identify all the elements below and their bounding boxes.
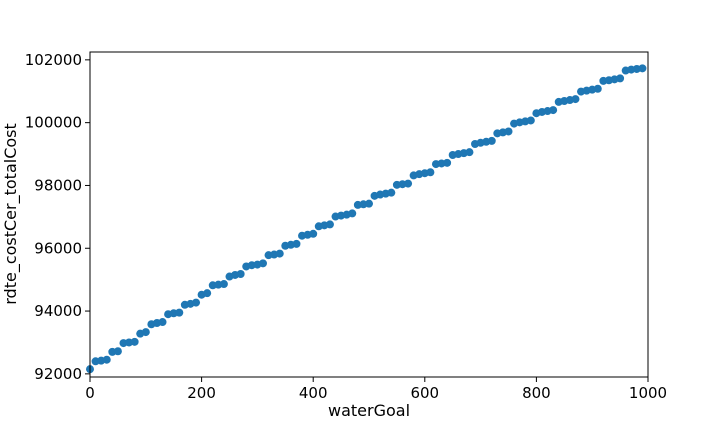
x-tick-label: 200 — [187, 384, 216, 402]
x-tick-label: 400 — [299, 384, 328, 402]
data-point — [504, 127, 513, 136]
data-point — [113, 347, 122, 356]
data-point — [175, 308, 184, 317]
y-tick-label: 100000 — [25, 114, 82, 132]
x-axis-ticks: 0 200 400 600 800 1000 — [85, 377, 667, 402]
x-tick-label: 0 — [85, 384, 95, 402]
data-point — [426, 168, 435, 177]
x-tick-label: 800 — [522, 384, 551, 402]
data-point — [158, 318, 167, 327]
data-point — [141, 328, 150, 337]
data-point — [258, 259, 267, 268]
y-axis-ticks: 92000 94000 96000 98000 100000 102000 — [25, 51, 90, 383]
data-point — [616, 74, 625, 83]
data-point — [465, 148, 474, 157]
data-point — [102, 355, 111, 364]
y-tick-label: 102000 — [25, 51, 82, 69]
y-tick-label: 98000 — [34, 176, 82, 194]
data-point — [348, 209, 357, 218]
x-axis-label: waterGoal — [328, 401, 410, 420]
data-point — [365, 199, 373, 208]
data-point — [292, 239, 301, 248]
data-points — [86, 64, 647, 374]
x-tick-label: 600 — [410, 384, 439, 402]
data-point — [203, 289, 212, 298]
data-point — [487, 136, 496, 145]
y-tick-label: 94000 — [34, 302, 82, 320]
y-axis-label: rdte_costCer_totalCost — [1, 123, 21, 305]
data-point — [549, 106, 558, 115]
data-point — [443, 158, 452, 167]
data-point — [192, 298, 201, 307]
data-point — [526, 116, 535, 125]
data-point — [404, 179, 413, 188]
data-point — [309, 229, 318, 238]
data-point — [130, 337, 139, 346]
data-point — [387, 188, 396, 197]
y-tick-label: 96000 — [34, 239, 82, 257]
data-point — [638, 64, 647, 73]
data-point — [275, 249, 284, 258]
data-point — [593, 84, 602, 93]
x-tick-label: 1000 — [629, 384, 667, 402]
data-point — [219, 280, 228, 289]
data-point — [236, 270, 245, 279]
data-point — [571, 95, 580, 104]
plot-area-frame — [89, 51, 649, 378]
data-point — [325, 220, 334, 229]
y-tick-label: 92000 — [34, 365, 82, 383]
